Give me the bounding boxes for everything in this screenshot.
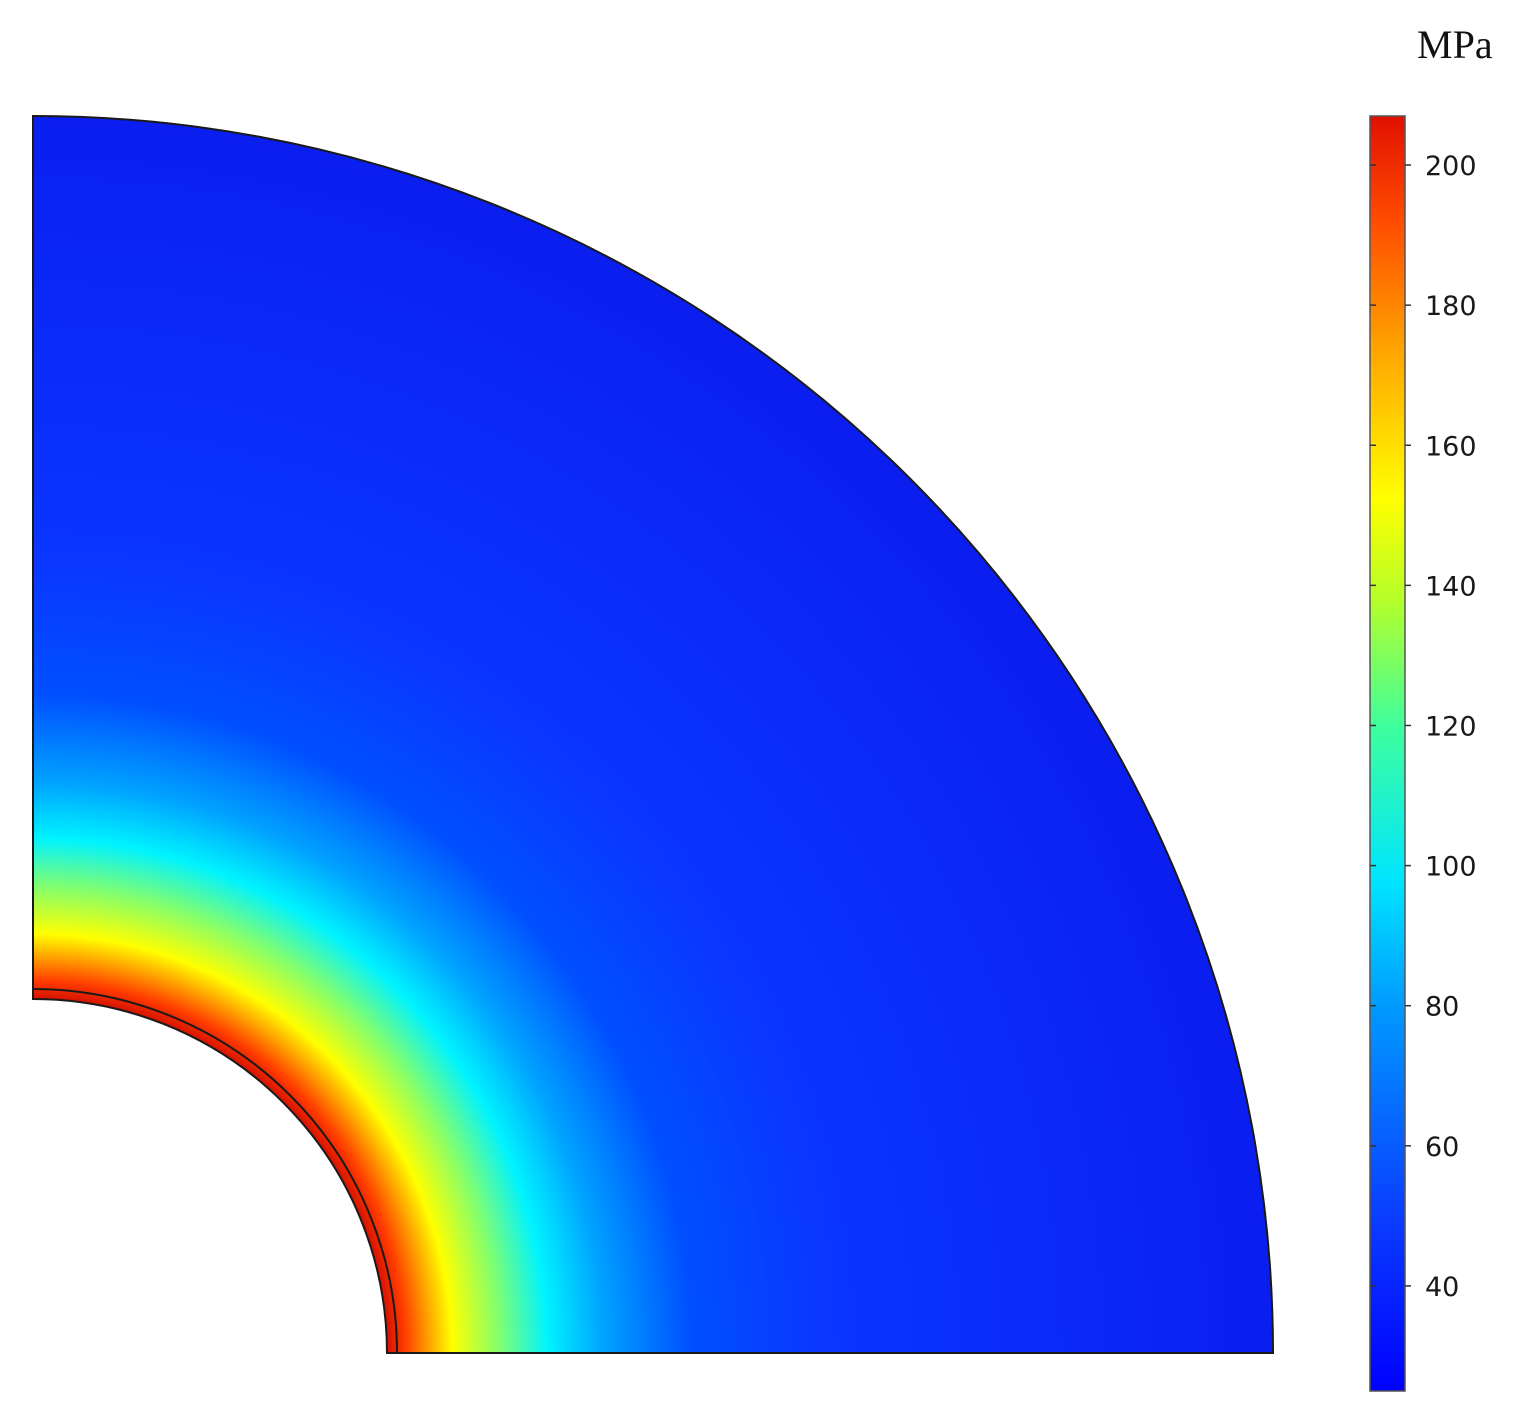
colorbar-tick-label: 80 xyxy=(1425,992,1459,1023)
colorbar-tick-label: 60 xyxy=(1425,1132,1459,1163)
colorbar-tick-label: 120 xyxy=(1425,711,1477,742)
colorbar-tick-label: 160 xyxy=(1425,431,1477,462)
colorbar-ticks: 40 60 80 100 120 140 160 180 200 xyxy=(1370,151,1477,1303)
colorbar-tick-label: 100 xyxy=(1425,852,1477,883)
inner-layer-outer-boundary xyxy=(32,988,398,1354)
colorbar xyxy=(1369,115,1406,1392)
colorbar-tick-label: 200 xyxy=(1425,151,1477,182)
colorbar-unit-label: MPa xyxy=(1417,22,1493,67)
colorbar-tick-label: 40 xyxy=(1425,1272,1459,1303)
colorbar-tick-label: 140 xyxy=(1425,571,1477,602)
colorbar-tick-label: 180 xyxy=(1425,291,1477,322)
stress-field-quarter-annulus xyxy=(32,114,1275,1354)
